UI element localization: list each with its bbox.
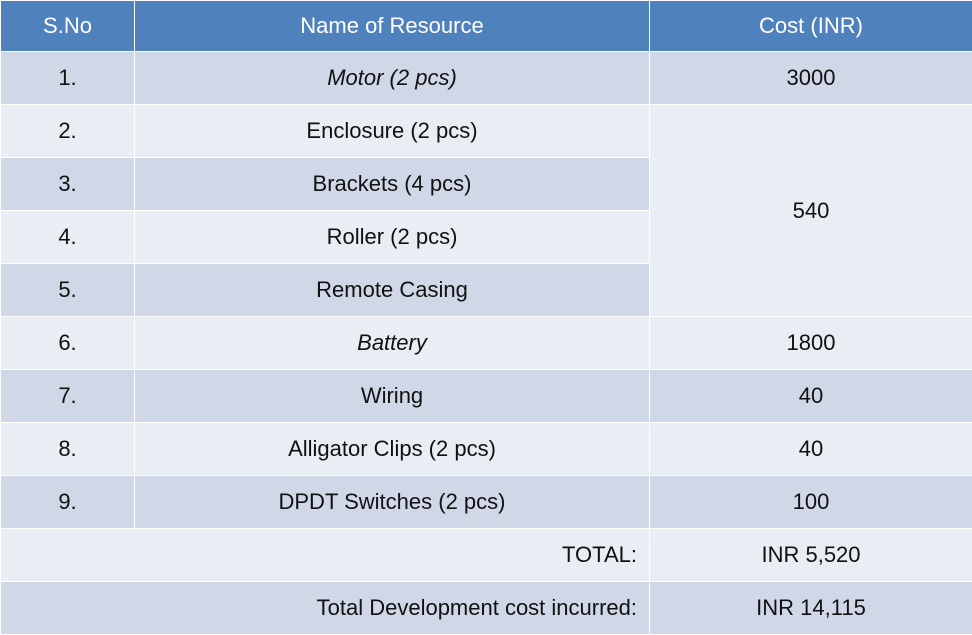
cell-name: Enclosure (2 pcs)	[135, 105, 650, 158]
cell-sno: 6.	[1, 317, 135, 370]
cell-name: Battery	[135, 317, 650, 370]
cell-name: Roller (2 pcs)	[135, 211, 650, 264]
cell-sno: 5.	[1, 264, 135, 317]
cell-name: Motor (2 pcs)	[135, 52, 650, 105]
cell-cost: 100	[650, 476, 972, 529]
cell-name: DPDT Switches (2 pcs)	[135, 476, 650, 529]
header-sno: S.No	[1, 1, 135, 52]
cell-cost: 1800	[650, 317, 972, 370]
cell-sno: 8.	[1, 423, 135, 476]
cell-cost: 40	[650, 423, 972, 476]
table-row: 1. Motor (2 pcs) 3000	[1, 52, 972, 105]
cell-name: Alligator Clips (2 pcs)	[135, 423, 650, 476]
table-row: 9. DPDT Switches (2 pcs) 100	[1, 476, 972, 529]
cell-cost: 3000	[650, 52, 972, 105]
dev-cost-row: Total Development cost incurred: INR 14,…	[1, 582, 972, 635]
cell-sno: 7.	[1, 370, 135, 423]
cell-name: Remote Casing	[135, 264, 650, 317]
cell-sno: 2.	[1, 105, 135, 158]
cell-name: Brackets (4 pcs)	[135, 158, 650, 211]
cell-name: Wiring	[135, 370, 650, 423]
cell-sno: 9.	[1, 476, 135, 529]
table-row: 2. Enclosure (2 pcs) 540	[1, 105, 972, 158]
table-row: 8. Alligator Clips (2 pcs) 40	[1, 423, 972, 476]
cell-cost: 40	[650, 370, 972, 423]
total-label: TOTAL:	[1, 529, 650, 582]
cell-sno: 3.	[1, 158, 135, 211]
dev-cost-label: Total Development cost incurred:	[1, 582, 650, 635]
cell-grouped-cost: 540	[650, 105, 972, 317]
table-row: 6. Battery 1800	[1, 317, 972, 370]
total-row: TOTAL: INR 5,520	[1, 529, 972, 582]
dev-cost-value: INR 14,115	[650, 582, 972, 635]
header-name: Name of Resource	[135, 1, 650, 52]
cell-sno: 4.	[1, 211, 135, 264]
table-header-row: S.No Name of Resource Cost (INR)	[1, 1, 972, 52]
cell-sno: 1.	[1, 52, 135, 105]
table-row: 7. Wiring 40	[1, 370, 972, 423]
header-cost: Cost (INR)	[650, 1, 972, 52]
total-value: INR 5,520	[650, 529, 972, 582]
